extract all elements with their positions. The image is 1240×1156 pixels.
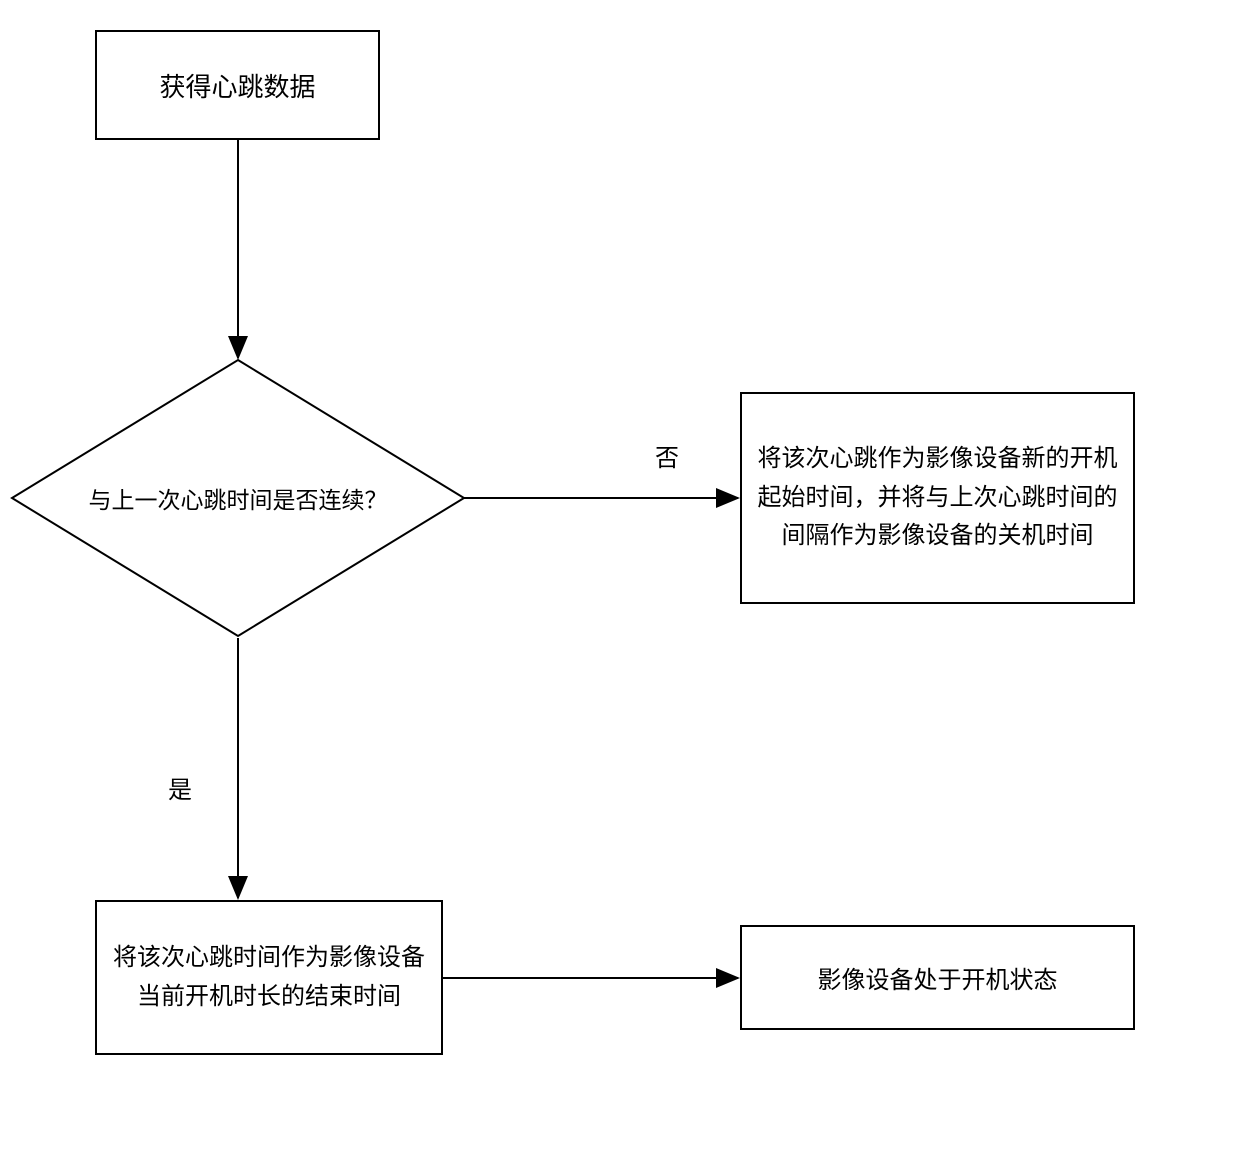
label-no-text: 否 [655,445,679,472]
node-yes-text: 将该次心跳时间作为影像设备当前开机时长的结束时间 [107,939,431,1016]
node-final-text: 影像设备处于开机状态 [818,960,1058,995]
node-start: 获得心跳数据 [95,30,380,140]
node-start-text: 获得心跳数据 [159,67,315,104]
node-decision-text: 与上一次心跳时间是否连续？ [89,487,388,513]
label-yes: 是 [168,770,192,805]
label-no: 否 [655,438,679,473]
node-final: 影像设备处于开机状态 [740,925,1135,1030]
node-yes-branch: 将该次心跳时间作为影像设备当前开机时长的结束时间 [95,900,443,1055]
node-decision: 与上一次心跳时间是否连续？ [12,360,464,636]
label-yes-text: 是 [168,777,192,804]
node-no-branch: 将该次心跳作为影像设备新的开机起始时间，并将与上次心跳时间的间隔作为影像设备的关… [740,392,1135,604]
node-no-text: 将该次心跳作为影像设备新的开机起始时间，并将与上次心跳时间的间隔作为影像设备的关… [752,440,1123,555]
flowchart-container: 获得心跳数据 与上一次心跳时间是否连续？ 将该次心跳作为影像设备新的开机起始时间… [0,0,1240,1156]
